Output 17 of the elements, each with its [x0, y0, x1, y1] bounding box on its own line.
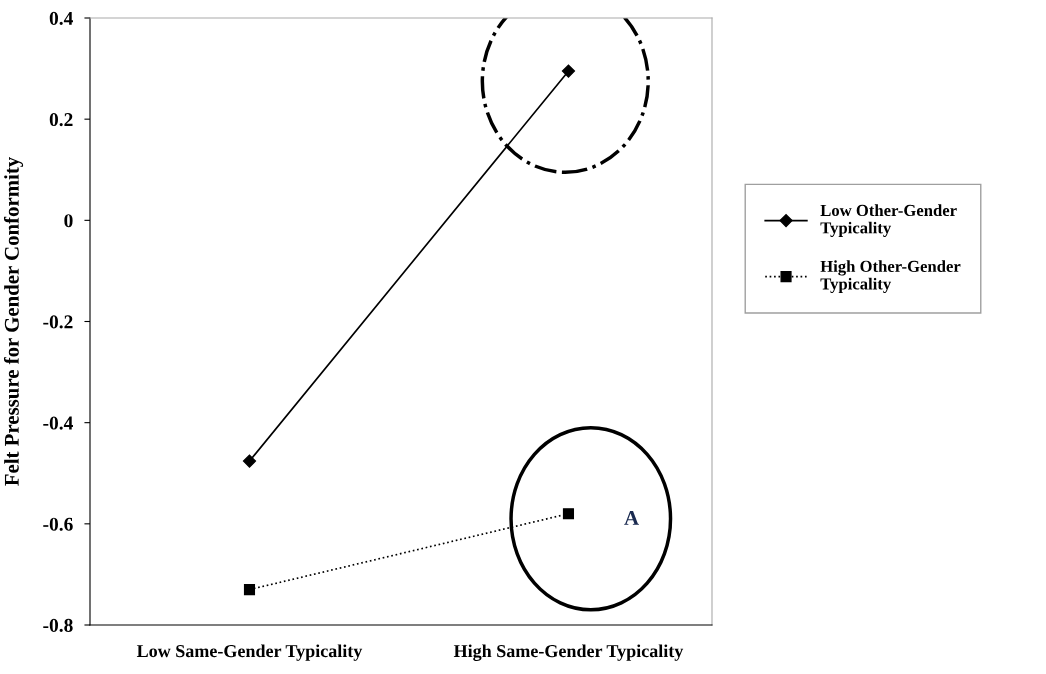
y-tick-label: -0.2	[43, 315, 73, 329]
legend-label: Low Other-Gender Typicality	[820, 204, 957, 237]
point	[561, 64, 576, 78]
y-tick-label: -0.6	[43, 517, 73, 531]
y-axis-title: Felt Pressure for Gender Conformity	[3, 156, 24, 486]
y-tick-label: -0.8	[43, 618, 73, 633]
legend-label: High Other-Gender Typicality	[820, 260, 961, 293]
y-tick-label: -0.4	[43, 416, 73, 430]
x-tick-label: High Same-Gender Typicality	[453, 644, 684, 661]
y-tick-label: 0.2	[49, 112, 73, 127]
point	[242, 454, 257, 468]
x-tick-label: Low Same-Gender Typicality	[136, 644, 363, 661]
annotation: A	[624, 511, 639, 525]
point	[562, 508, 575, 520]
y-tick-label: 0	[64, 214, 73, 228]
point	[243, 584, 256, 596]
y-tick-label: 0.4	[49, 11, 73, 26]
